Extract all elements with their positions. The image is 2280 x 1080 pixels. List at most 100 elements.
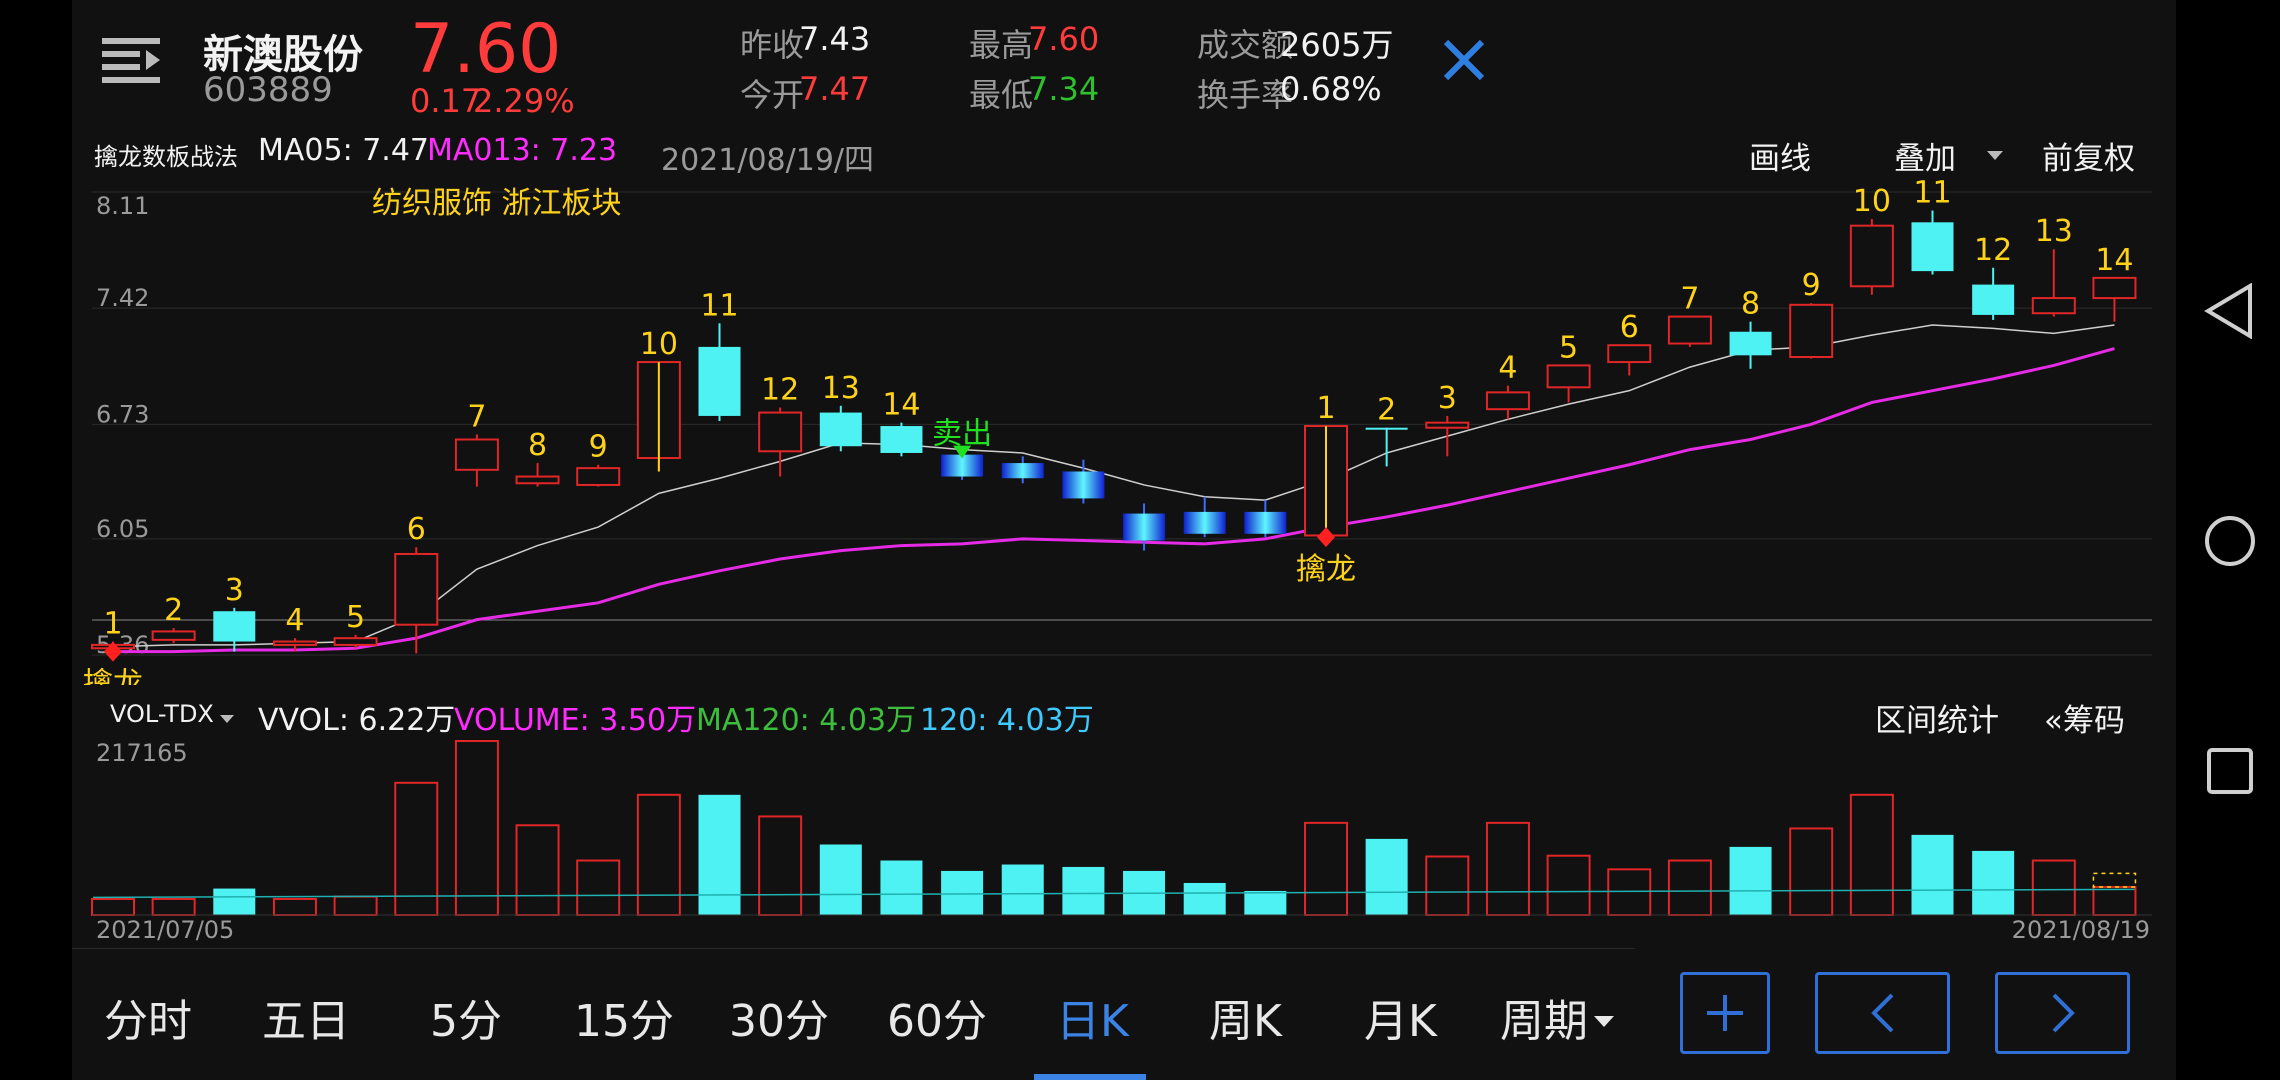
candle-body xyxy=(819,412,862,447)
volume-bar xyxy=(151,897,196,916)
candle-count-label: 4 xyxy=(285,603,304,638)
tab-15min[interactable]: 15分 xyxy=(574,996,674,1047)
volume-bar xyxy=(819,844,862,915)
range-stats-button[interactable]: 区间统计 xyxy=(1875,703,1999,739)
candle-body xyxy=(333,637,378,646)
volume-bar xyxy=(1365,838,1408,915)
zoom-in-button[interactable] xyxy=(1680,972,1770,1054)
ma120-volume-line xyxy=(92,888,2135,899)
tab-period[interactable]: 周期 xyxy=(1500,996,1588,1047)
tab-monthly-k[interactable]: 月K xyxy=(1364,996,1437,1047)
end-date-label: 2021/08/19 xyxy=(2012,916,2150,944)
stat-label-high: 最高 xyxy=(969,26,1034,64)
tab-weekly-k[interactable]: 周K xyxy=(1209,996,1282,1047)
stock-app: 新澳股份 603889 7.60 0.17 2.29% 昨收 7.43 今开 7… xyxy=(72,0,2176,1080)
tab-5min[interactable]: 5分 xyxy=(430,996,502,1047)
volume-indicator-select[interactable]: VOL-TDX xyxy=(110,700,214,728)
stat-label-open: 今开 xyxy=(740,76,805,114)
volume-bar xyxy=(941,870,984,915)
back-icon[interactable] xyxy=(2204,282,2254,340)
adjust-button[interactable]: 前复权 xyxy=(2042,141,2135,177)
volume-chart[interactable]: 217165 2021/07/05 2021/08/19 xyxy=(72,735,2152,945)
tab-intraday[interactable]: 分时 xyxy=(104,996,192,1047)
start-date-label: 2021/07/05 xyxy=(96,916,234,944)
candle-body xyxy=(1972,284,2015,315)
stat-label-low: 最低 xyxy=(969,76,1034,114)
volume-bar xyxy=(1911,834,1954,915)
close-icon[interactable] xyxy=(1442,38,1486,82)
candle-count-label: 4 xyxy=(1498,351,1517,386)
tab-30min[interactable]: 30分 xyxy=(729,996,829,1047)
overlay-button[interactable]: 叠加 xyxy=(1894,141,1956,177)
volume-bar xyxy=(880,860,923,915)
candle-count-label: 3 xyxy=(225,573,244,608)
tabbar-divider xyxy=(72,948,1635,949)
candle-count-label: 12 xyxy=(761,373,799,408)
volume-bar xyxy=(1425,855,1470,916)
candle-count-label: 9 xyxy=(589,430,608,465)
candle-body xyxy=(1546,364,1591,389)
sector-label: 纺织服饰 浙江板块 xyxy=(372,186,622,221)
ma013-line xyxy=(113,347,2115,654)
tab-five-day[interactable]: 五日 xyxy=(262,996,350,1047)
candle-body xyxy=(1911,222,1954,272)
home-icon[interactable] xyxy=(2204,515,2256,567)
candle-body xyxy=(1123,513,1166,541)
candle-count-label: 7 xyxy=(467,399,486,434)
buy-signal-marker xyxy=(104,641,122,662)
candle-count-label: 14 xyxy=(2095,243,2133,278)
stat-value-high: 7.60 xyxy=(1028,20,1100,58)
buy-signal-marker xyxy=(1317,527,1335,548)
tab-daily-k[interactable]: 日K xyxy=(1056,996,1129,1047)
volume-bar xyxy=(213,888,256,915)
candle-body xyxy=(941,454,984,477)
volume-bar xyxy=(1062,866,1105,915)
stat-value-turnover-rate: 0.68% xyxy=(1280,70,1382,108)
chips-button[interactable]: «筹码 xyxy=(2044,703,2125,739)
candle-body xyxy=(1244,511,1287,534)
volume-indicator-dropdown-icon[interactable] xyxy=(220,709,234,723)
candle-body xyxy=(1365,427,1408,430)
stat-label-turnover-rate: 换手率 xyxy=(1197,76,1294,114)
price-axis-label: 6.73 xyxy=(96,400,149,428)
volume-bar xyxy=(1485,821,1530,916)
candle-body xyxy=(213,611,256,642)
candle-count-label: 2 xyxy=(1377,393,1396,428)
draw-line-button[interactable]: 画线 xyxy=(1749,141,1811,177)
price-change: 0.17 xyxy=(410,82,482,120)
chevron-right-icon xyxy=(2052,993,2075,1033)
next-button[interactable] xyxy=(1995,972,2130,1054)
overlay-dropdown-icon[interactable] xyxy=(1987,146,2003,160)
menu-icon[interactable] xyxy=(100,34,164,88)
buy-signal-label: 擒龙 xyxy=(1296,552,1356,587)
volume-bar xyxy=(2031,859,2076,916)
volume-bar xyxy=(636,793,681,916)
tab-60min[interactable]: 60分 xyxy=(887,996,987,1047)
candle-count-label: 9 xyxy=(1802,268,1821,303)
candle-body xyxy=(1425,421,1470,429)
previous-button[interactable] xyxy=(1815,972,1950,1054)
candle-body xyxy=(2092,276,2137,300)
price-chart[interactable]: 8.117.426.736.055.3612345678910111213141… xyxy=(72,175,2152,702)
stat-value-turnover-amount: 2605万 xyxy=(1280,26,1394,64)
candle-count-label: 1 xyxy=(103,607,122,642)
candle-body xyxy=(272,640,317,646)
volume-bar xyxy=(576,859,621,916)
candle-body xyxy=(1062,471,1105,499)
period-dropdown-icon[interactable] xyxy=(1594,1013,1614,1027)
strategy-name[interactable]: 擒龙数板战法 xyxy=(94,143,238,171)
volume-bar xyxy=(1789,827,1834,916)
candle-count-label: 11 xyxy=(1913,176,1951,211)
current-price: 7.60 xyxy=(410,10,562,89)
v120-value: 120: 4.03万 xyxy=(920,703,1094,738)
recents-icon[interactable] xyxy=(2206,747,2254,795)
candle-count-label: 12 xyxy=(1974,233,2012,268)
vvol-value: VVOL: 6.22万 xyxy=(258,703,456,738)
candle-count-label: 7 xyxy=(1680,282,1699,317)
sell-signal-marker xyxy=(953,445,972,459)
volume-bar xyxy=(1972,850,2015,915)
candle-count-label: 6 xyxy=(1620,310,1639,345)
price-change-pct: 2.29% xyxy=(473,82,575,120)
candle-body xyxy=(1789,303,1834,358)
ma05-value: MA05: 7.47 xyxy=(258,133,430,168)
